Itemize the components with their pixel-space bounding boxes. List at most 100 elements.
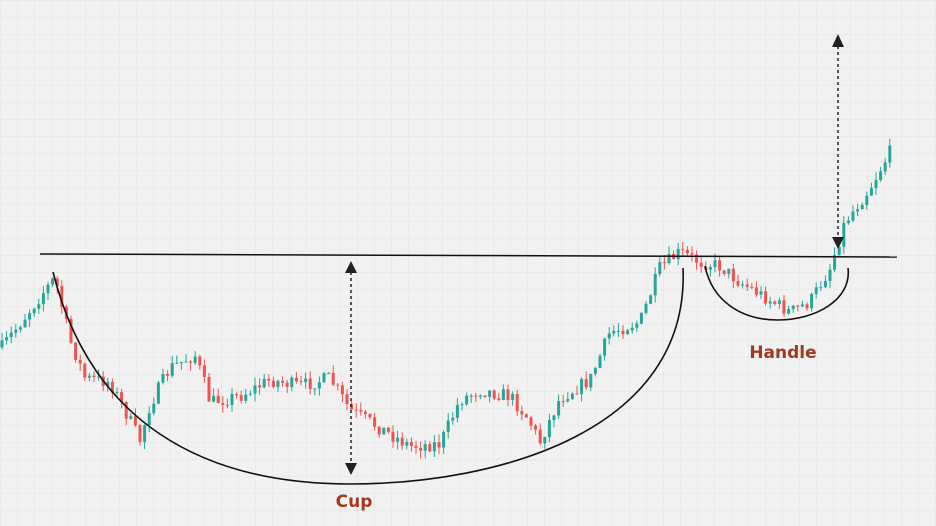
candle-body — [823, 280, 827, 288]
candle-body — [616, 330, 620, 332]
candle-body — [170, 363, 174, 376]
candle-body — [639, 312, 643, 324]
candle-body — [828, 269, 832, 281]
candle-body — [460, 404, 464, 406]
candle-body — [354, 409, 358, 411]
candle-body — [543, 437, 547, 444]
candle-body — [161, 373, 165, 383]
candle-body — [221, 402, 225, 405]
candle-body — [345, 394, 349, 405]
candle-body — [391, 431, 395, 442]
candle-body — [340, 385, 344, 395]
candle-body — [455, 404, 459, 418]
candle-body — [138, 425, 142, 442]
candle-body — [580, 379, 584, 395]
candle-body — [373, 417, 377, 427]
candle-body — [446, 420, 450, 432]
candle-body — [658, 262, 662, 274]
candle-body — [731, 268, 735, 282]
candle-body — [267, 378, 271, 381]
candle-body — [23, 319, 27, 328]
candle-body — [386, 427, 390, 432]
candle-body — [18, 327, 22, 330]
candle-body — [230, 394, 234, 405]
candle-body — [630, 327, 634, 331]
candle-body — [46, 284, 50, 294]
candle-body — [773, 301, 777, 304]
candle-body — [106, 381, 110, 386]
candle-body — [520, 411, 524, 415]
candle-body — [708, 267, 712, 270]
candle-body — [713, 260, 717, 268]
candle-body — [271, 380, 275, 387]
arrow-head — [832, 34, 844, 47]
candle-body — [754, 287, 758, 295]
candle-body — [791, 305, 795, 310]
candle-body — [690, 253, 694, 255]
candle-body — [299, 381, 303, 383]
candle-body — [483, 395, 487, 397]
candle-body — [736, 281, 740, 286]
candle-body — [750, 286, 754, 288]
candle-body — [685, 249, 689, 254]
candle-body — [649, 295, 653, 304]
candle-body — [83, 363, 87, 378]
candle-body — [175, 362, 179, 364]
candle-body — [285, 382, 289, 388]
candle-body — [235, 394, 239, 396]
candle-body — [400, 437, 404, 446]
candle-body — [244, 394, 248, 401]
candle-body — [837, 246, 841, 256]
candle-body — [557, 401, 561, 416]
candle-body — [60, 286, 64, 307]
candle-body — [258, 385, 262, 388]
candle-body — [147, 413, 151, 426]
candle-body — [212, 395, 216, 402]
candle-body — [41, 293, 45, 305]
candle-body — [396, 437, 400, 442]
candle-body — [202, 365, 206, 377]
candle-body — [860, 204, 864, 210]
candle-body — [294, 377, 298, 382]
candle-body — [547, 420, 551, 438]
candle-body — [124, 402, 128, 419]
candle-body — [313, 388, 317, 390]
candle-body — [879, 171, 883, 181]
candle-body — [603, 338, 607, 356]
candle-body — [32, 308, 36, 314]
candle-body — [598, 355, 602, 368]
candle-body — [216, 395, 220, 403]
arrow-head — [832, 237, 844, 249]
candle-body — [621, 330, 625, 335]
candle-body — [331, 372, 335, 385]
candle-body — [570, 393, 574, 400]
candle-body — [589, 373, 593, 388]
candle-body — [0, 340, 4, 348]
candle-body — [184, 361, 188, 363]
candle-body — [814, 287, 818, 294]
candle-body — [317, 382, 321, 389]
candle-body — [534, 425, 538, 430]
candle-body — [667, 253, 671, 264]
candle-body — [695, 254, 699, 263]
candle-body — [865, 195, 869, 205]
candle-body — [851, 211, 855, 221]
candle-body — [796, 305, 800, 307]
candle-body — [699, 262, 703, 267]
candle-body — [465, 395, 469, 405]
candle-body — [626, 330, 630, 335]
candle-body — [405, 441, 409, 446]
cup-label: Cup — [336, 492, 373, 512]
arrow-head — [345, 261, 357, 273]
candle-body — [207, 376, 211, 402]
candle-body — [506, 389, 510, 400]
candle-body — [262, 378, 266, 388]
candle-body — [336, 384, 340, 386]
resistance-line — [39, 253, 898, 258]
handle-curve — [704, 265, 849, 321]
candle-body — [55, 278, 59, 287]
candle-body — [87, 375, 91, 378]
candle-body — [189, 361, 193, 363]
candle-body — [97, 376, 101, 378]
